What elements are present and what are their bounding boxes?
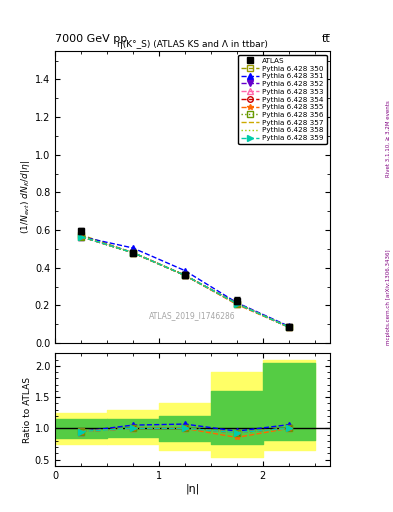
Legend: ATLAS, Pythia 6.428 350, Pythia 6.428 351, Pythia 6.428 352, Pythia 6.428 353, P: ATLAS, Pythia 6.428 350, Pythia 6.428 35… (238, 55, 327, 144)
Text: mcplots.cern.ch [arXiv:1306.3436]: mcplots.cern.ch [arXiv:1306.3436] (386, 249, 391, 345)
Text: tt̅: tt̅ (321, 33, 330, 44)
Y-axis label: Ratio to ATLAS: Ratio to ATLAS (23, 377, 32, 442)
Text: ATLAS_2019_I1746286: ATLAS_2019_I1746286 (149, 311, 236, 319)
Y-axis label: $(1/N_{evt})\ dN_K/d|\eta|$: $(1/N_{evt})\ dN_K/d|\eta|$ (19, 160, 32, 234)
Text: Rivet 3.1.10, ≥ 3.2M events: Rivet 3.1.10, ≥ 3.2M events (386, 100, 391, 177)
Text: 7000 GeV pp: 7000 GeV pp (55, 33, 127, 44)
Title: η(K°_S) (ATLAS KS and Λ in ttbar): η(K°_S) (ATLAS KS and Λ in ttbar) (117, 40, 268, 49)
X-axis label: |η|: |η| (185, 483, 200, 494)
